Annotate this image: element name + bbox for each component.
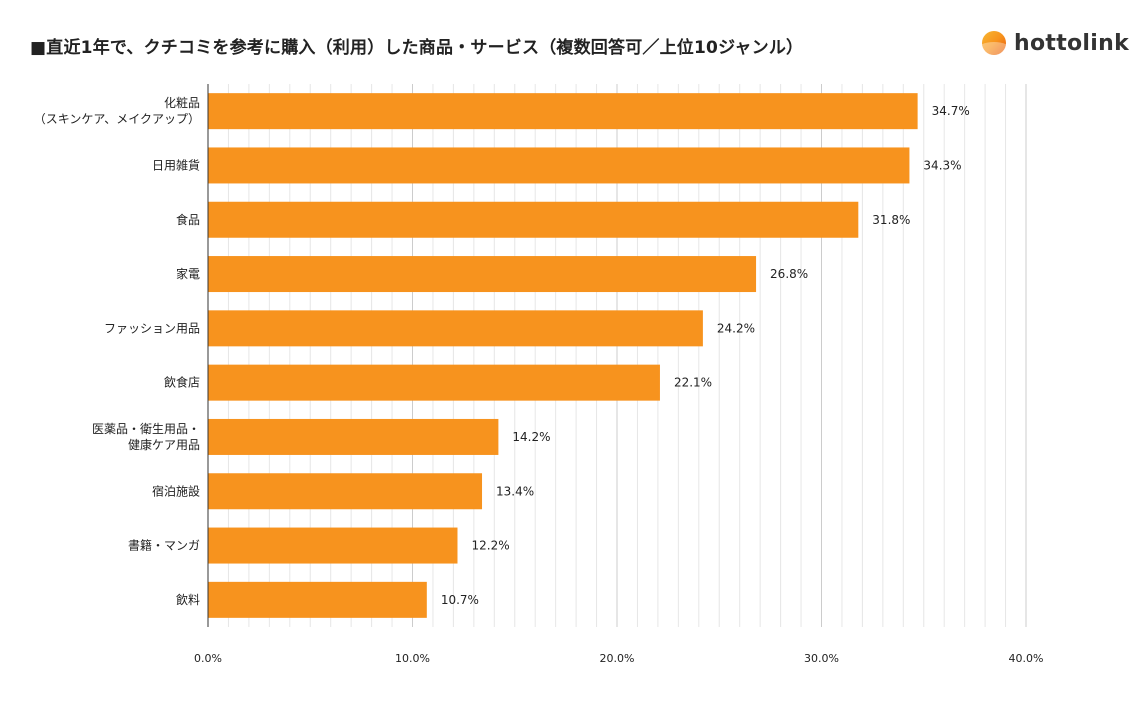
bar <box>208 581 427 618</box>
value-label: 31.8% <box>872 213 910 227</box>
value-label: 34.3% <box>923 158 961 172</box>
value-label: 13.4% <box>496 484 534 498</box>
value-label: 24.2% <box>717 321 755 335</box>
category-label: 飲料 <box>176 592 200 607</box>
bar <box>208 418 499 455</box>
category-label: 食品 <box>176 212 200 227</box>
sunrise-circle-icon <box>982 31 1006 55</box>
value-label: 34.7% <box>932 104 970 118</box>
x-tick-label: 10.0% <box>395 652 430 665</box>
x-tick-label: 40.0% <box>1009 652 1044 665</box>
x-tick-label: 30.0% <box>804 652 839 665</box>
category-label: 化粧品 <box>164 96 200 110</box>
category-label: 日用雑貨 <box>152 157 200 172</box>
category-label: 家電 <box>176 266 200 281</box>
value-label: 12.2% <box>471 539 509 553</box>
chart-title: ■直近1年で、クチコミを参考に購入（利用）した商品・サービス（複数回答可／上位1… <box>30 38 804 58</box>
bar <box>208 147 910 184</box>
bar <box>208 256 757 293</box>
bar <box>208 201 859 238</box>
bar <box>208 527 458 564</box>
x-tick-label: 20.0% <box>600 652 635 665</box>
value-label: 10.7% <box>441 593 479 607</box>
value-label: 22.1% <box>674 376 712 390</box>
value-label: 14.2% <box>512 430 550 444</box>
bar <box>208 473 483 510</box>
bar <box>208 310 703 347</box>
category-label: 書籍・マンガ <box>128 538 200 553</box>
value-label: 26.8% <box>770 267 808 281</box>
bar <box>208 364 660 401</box>
bar <box>208 93 918 130</box>
category-label: 医薬品・衛生用品・ <box>92 422 200 436</box>
category-label: 飲食店 <box>164 375 200 390</box>
category-label: 健康ケア用品 <box>128 437 200 452</box>
category-label: ファッション用品 <box>104 321 200 335</box>
logo-text: hottolink <box>1014 30 1129 56</box>
x-tick-label: 0.0% <box>194 652 222 665</box>
category-label: （スキンケア、メイクアップ） <box>34 112 200 126</box>
brand-logo: hottolink <box>982 28 1129 58</box>
category-label: 宿泊施設 <box>152 483 200 498</box>
